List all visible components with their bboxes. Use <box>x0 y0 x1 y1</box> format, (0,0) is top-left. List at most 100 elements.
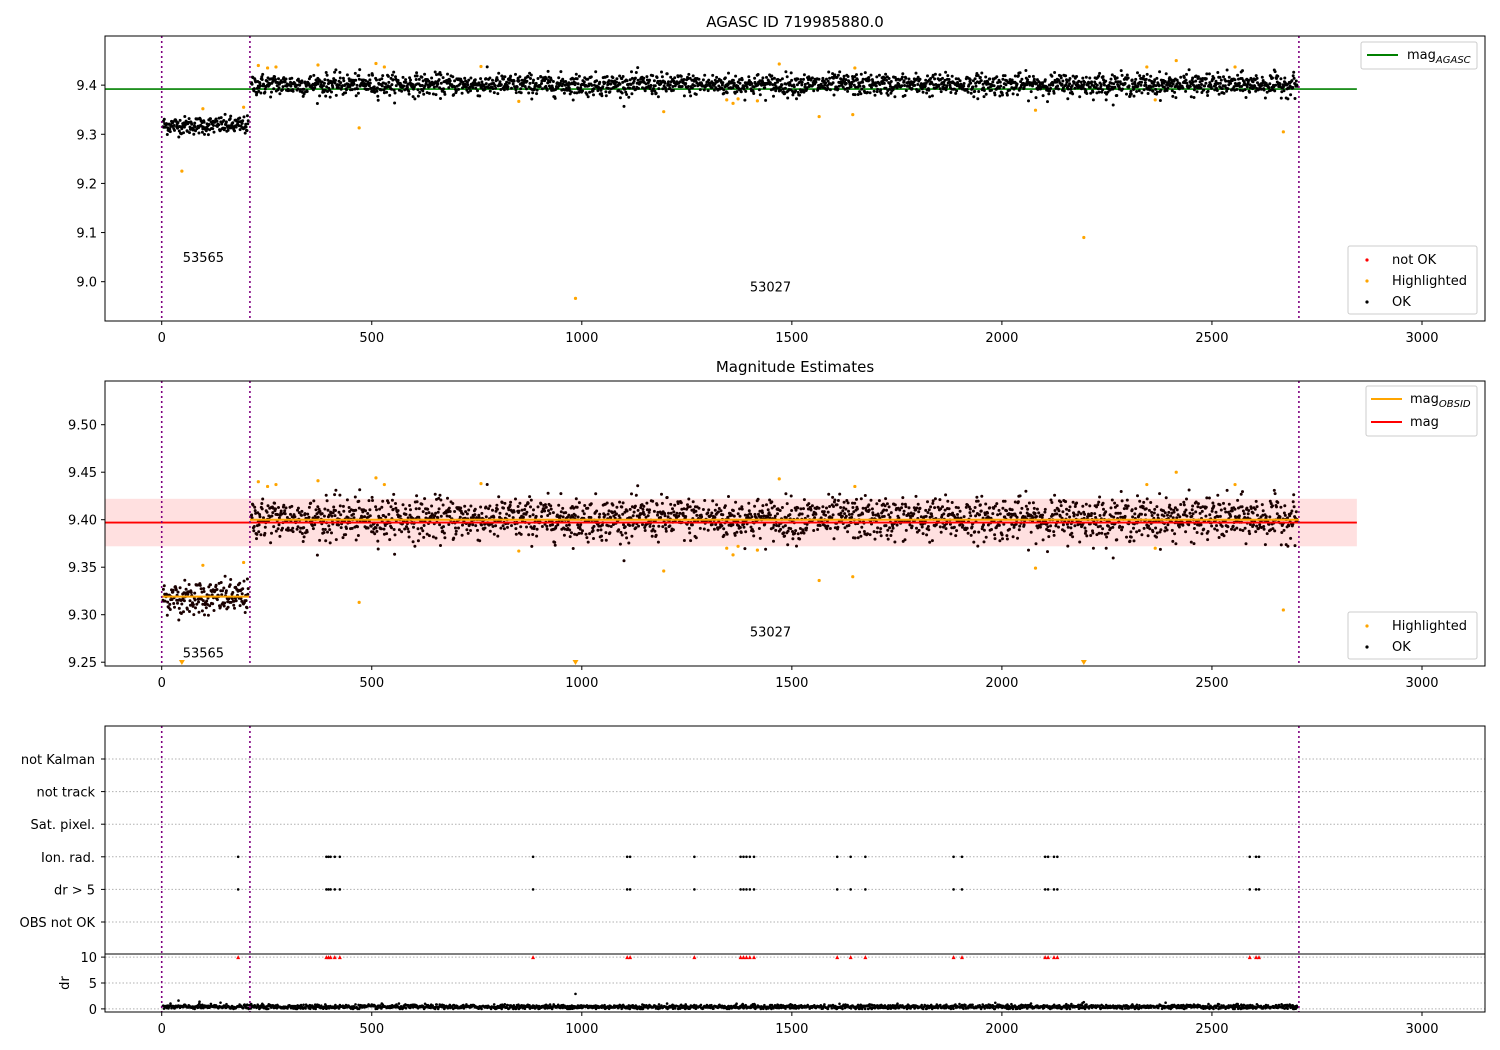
ok-point <box>393 533 397 537</box>
ok-point <box>1118 524 1122 528</box>
ok-point <box>382 514 385 517</box>
ok-point <box>943 508 947 512</box>
ok-point <box>1247 78 1251 82</box>
ok-point <box>1220 87 1224 91</box>
ok-point <box>1275 77 1278 80</box>
ok-point <box>716 510 720 514</box>
ok-point <box>1081 85 1085 89</box>
ok-point <box>956 513 959 516</box>
ok-point <box>947 78 951 81</box>
ok-point <box>1241 69 1244 73</box>
ok-point <box>833 498 837 502</box>
ok-point <box>655 76 659 79</box>
ok-point <box>439 81 443 85</box>
ok-point <box>474 86 478 90</box>
ok-point <box>1149 501 1153 504</box>
ok-point <box>663 514 667 518</box>
ok-point <box>770 74 774 78</box>
obsid-label: 53027 <box>750 281 791 296</box>
ok-point <box>168 127 172 131</box>
ok-point <box>601 85 605 89</box>
ok-point <box>1065 512 1069 516</box>
ok-point <box>825 527 829 531</box>
ok-point <box>171 588 175 592</box>
ok-point <box>1055 80 1059 84</box>
ok-point <box>789 527 793 531</box>
ok-point <box>491 525 495 528</box>
ok-point <box>783 86 787 90</box>
ok-point <box>464 510 468 514</box>
ok-point <box>415 74 419 78</box>
ok-point <box>628 524 632 527</box>
ok-point <box>258 515 262 519</box>
ok-point <box>983 513 987 517</box>
ok-point <box>772 523 776 527</box>
agasc-title: AGASC ID 719985880.0 <box>706 13 884 31</box>
ok-point <box>1120 73 1124 77</box>
ok-point <box>908 514 912 518</box>
ok-point <box>1014 522 1018 526</box>
ok-point <box>438 493 442 497</box>
ok-point <box>673 76 677 80</box>
ok-point <box>1073 524 1077 528</box>
ok-point <box>1096 503 1100 507</box>
ok-point <box>479 505 483 509</box>
ok-point <box>592 537 595 540</box>
ok-point <box>544 505 548 509</box>
ok-point <box>917 89 921 93</box>
ok-point <box>1274 83 1278 87</box>
ok-point <box>238 604 242 608</box>
ok-point <box>744 530 748 534</box>
ok-point <box>993 93 997 97</box>
ok-point <box>1071 500 1075 504</box>
ok-point <box>427 511 431 515</box>
ok-point <box>484 77 488 81</box>
ok-point <box>660 501 664 505</box>
ok-point <box>375 78 378 82</box>
ok-point <box>618 82 622 86</box>
ok-point <box>1206 89 1210 93</box>
ok-point <box>1149 74 1153 78</box>
ok-point <box>1133 80 1137 84</box>
ok-point <box>231 121 235 125</box>
ok-point <box>173 128 176 132</box>
ok-point <box>358 68 362 72</box>
ok-point <box>1219 78 1223 82</box>
ok-point <box>979 509 983 513</box>
ok-point <box>996 81 1000 85</box>
ok-point <box>909 511 913 515</box>
ok-point <box>1043 510 1047 514</box>
ok-point <box>938 498 942 502</box>
ok-point <box>885 502 889 506</box>
ok-point <box>1185 72 1188 76</box>
ok-point <box>465 512 469 516</box>
ok-point <box>352 82 356 86</box>
ok-point <box>758 79 762 83</box>
ok-point <box>879 88 883 92</box>
ok-point <box>928 540 932 544</box>
ok-point <box>1052 533 1056 537</box>
ok-point <box>843 512 847 516</box>
ok-point <box>1121 87 1124 91</box>
ok-point <box>332 505 336 509</box>
ok-point <box>447 506 451 510</box>
ok-point <box>1159 528 1163 532</box>
ok-point <box>802 531 806 535</box>
ok-point <box>1078 540 1082 544</box>
ok-point <box>636 78 640 82</box>
ok-point <box>750 515 754 519</box>
ok-point <box>1038 525 1042 529</box>
ok-point <box>817 77 821 81</box>
ok-point <box>682 507 686 511</box>
ok-point <box>495 503 499 507</box>
ok-point <box>337 86 340 90</box>
ok-point <box>914 494 918 498</box>
ok-point <box>573 514 577 517</box>
ok-point <box>1273 70 1277 74</box>
ok-point <box>460 91 464 95</box>
ok-point <box>407 530 411 534</box>
ok-point <box>330 90 333 94</box>
ok-point <box>337 523 340 527</box>
ok-point <box>488 89 492 93</box>
